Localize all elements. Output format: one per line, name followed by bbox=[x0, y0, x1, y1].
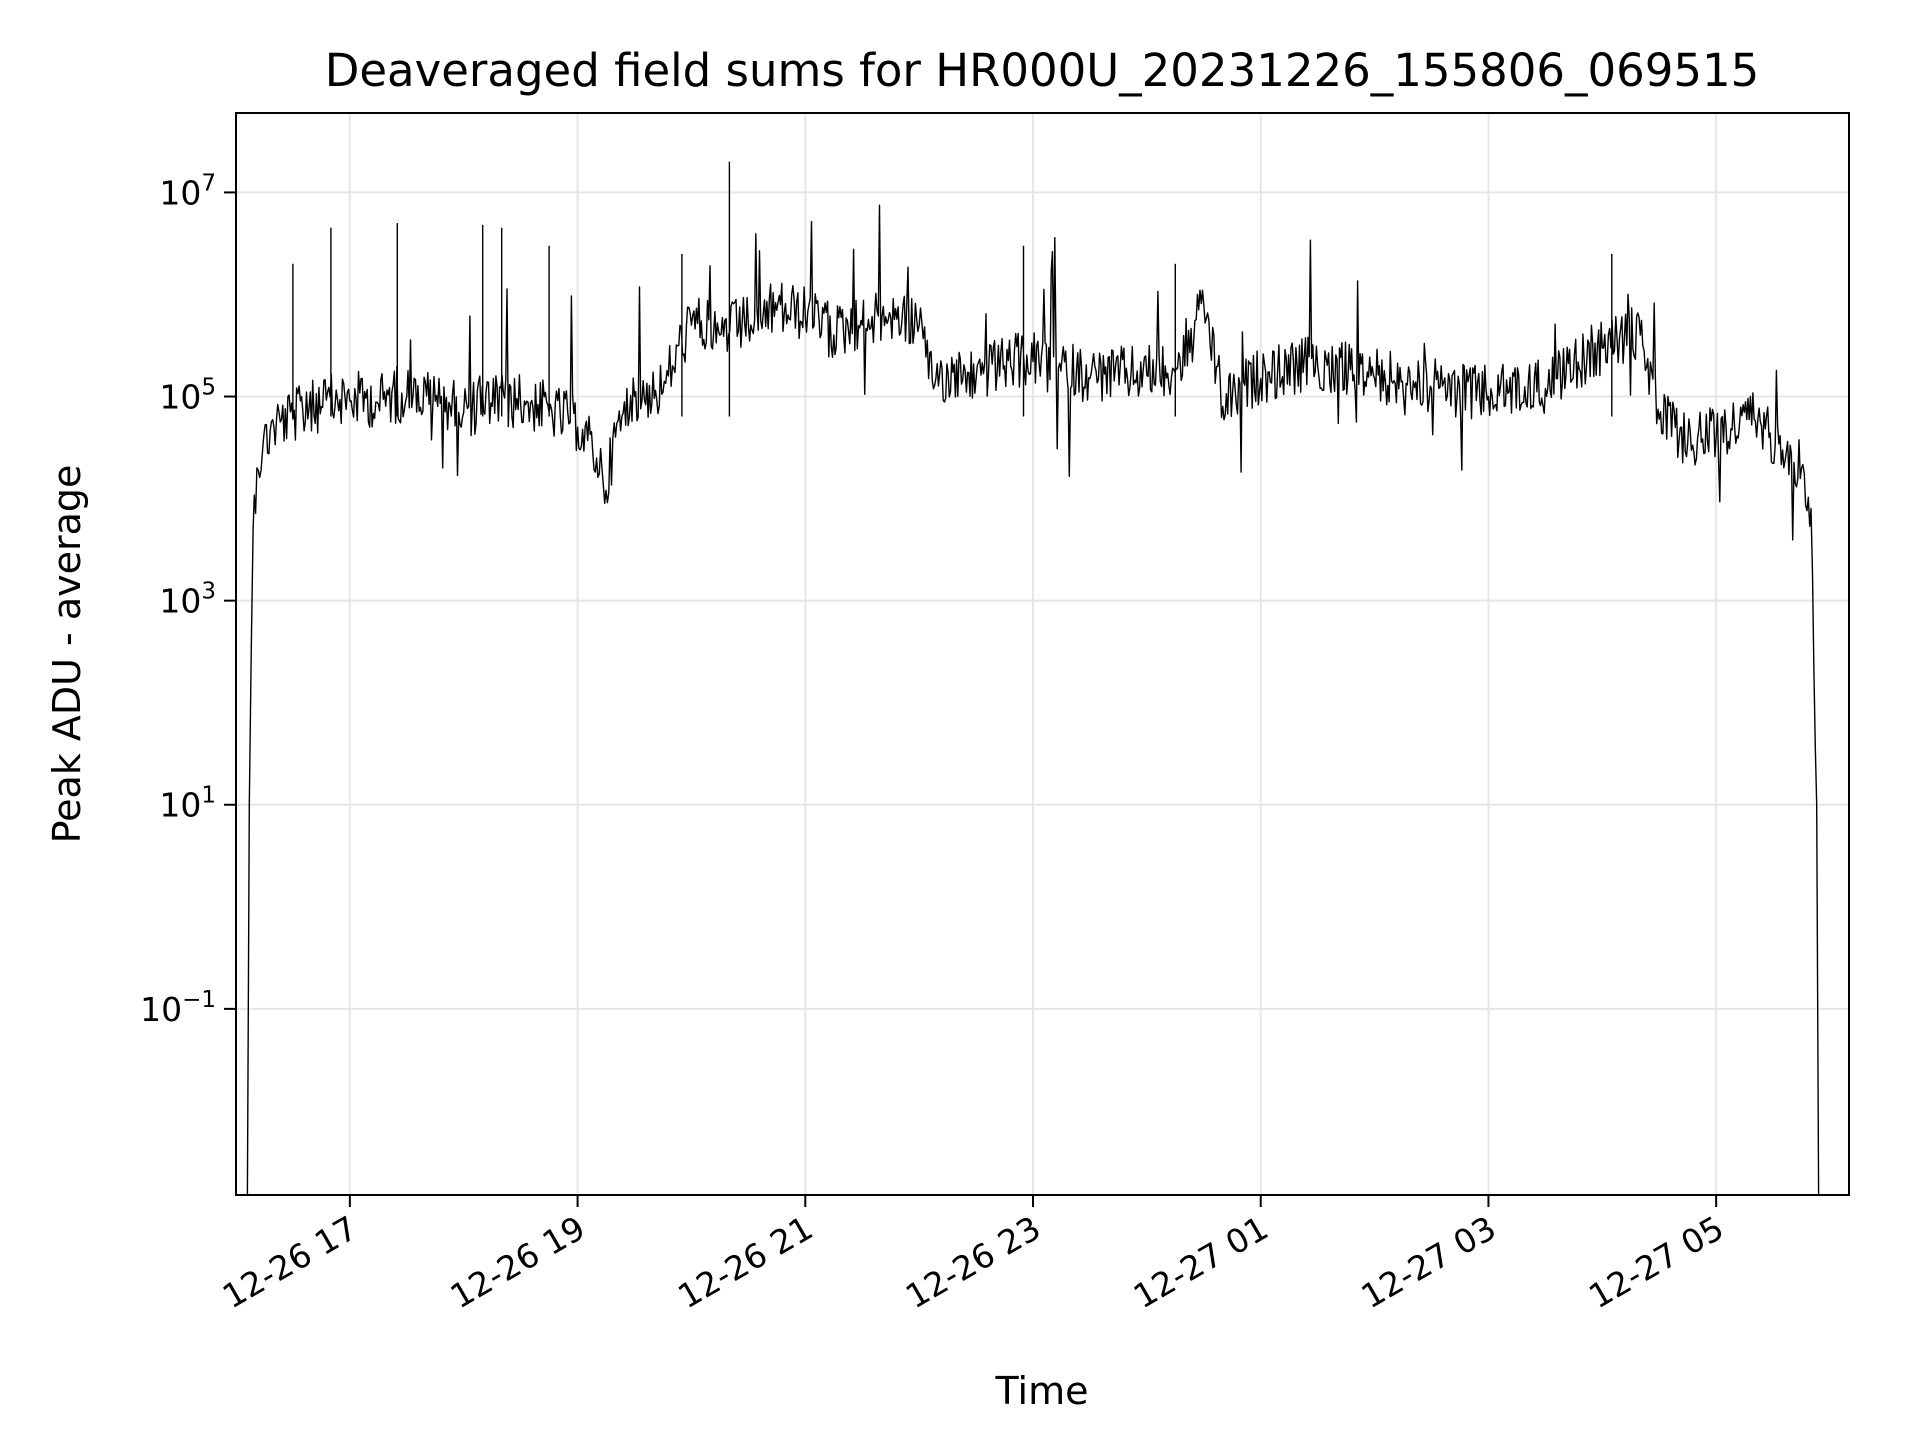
plot-area bbox=[246, 161, 1820, 1195]
y-tick-base: 10 bbox=[159, 786, 201, 825]
y-tick-exponent: 3 bbox=[201, 579, 216, 605]
y-tick-exponent: 7 bbox=[201, 170, 216, 196]
x-axis-label: Time bbox=[995, 1369, 1089, 1413]
y-tick-base: 10 bbox=[140, 990, 182, 1029]
y-tick-exponent: −1 bbox=[182, 987, 216, 1013]
y-tick-label: 103 bbox=[159, 579, 216, 621]
y-tick-base: 10 bbox=[159, 173, 201, 212]
y-tick-exponent: 1 bbox=[201, 783, 216, 809]
plot-frame bbox=[235, 112, 1850, 1196]
y-tick-label: 101 bbox=[159, 783, 216, 825]
y-tick-base: 10 bbox=[159, 582, 201, 621]
y-tick-label: 107 bbox=[159, 170, 216, 212]
chart-title: Deaveraged field sums for HR000U_2023122… bbox=[325, 44, 1760, 97]
y-axis-label: Peak ADU - average bbox=[45, 465, 89, 844]
y-tick-exponent: 5 bbox=[201, 375, 216, 401]
y-tick-base: 10 bbox=[159, 378, 201, 417]
y-tick-label: 10−1 bbox=[140, 987, 216, 1029]
series-line bbox=[246, 161, 1820, 1195]
y-tick-label: 105 bbox=[159, 375, 216, 417]
